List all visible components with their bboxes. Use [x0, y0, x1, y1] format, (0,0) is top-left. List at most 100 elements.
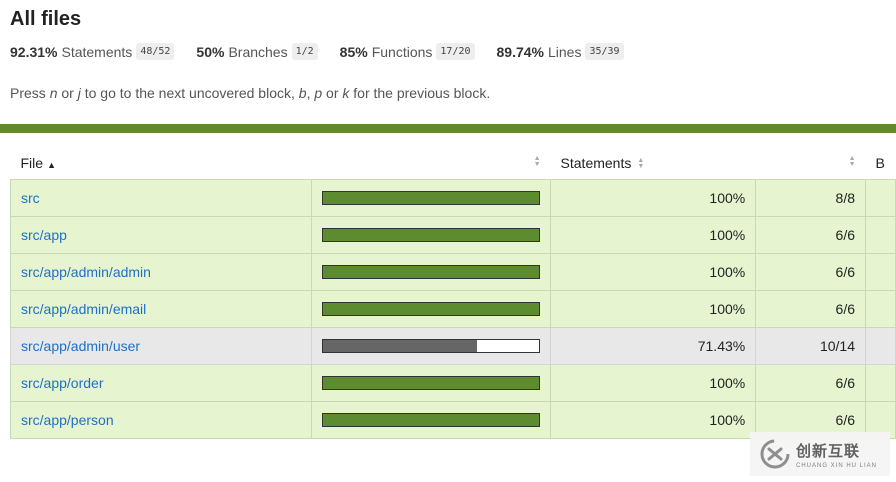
coverage-table: File ▲ ▲ ▼ Statements ▲ ▼ ▲ ▼ B src 100% 8/8 src…	[9, 146, 896, 439]
summary-branches-label: Branches	[228, 43, 288, 60]
watermark-cn: 创新互联	[796, 442, 861, 460]
summary-statements-pct: 92.31%	[10, 43, 58, 60]
summary-lines-fraction: 35/39	[585, 43, 624, 60]
summary-functions-pct: 85%	[339, 43, 368, 60]
sort-ascending-icon: ▲	[47, 159, 56, 170]
hint-text: or	[322, 85, 343, 101]
branches-cell	[865, 364, 896, 402]
column-header-statements[interactable]: Statements ▲ ▼	[551, 146, 756, 180]
column-header-statements-label: Statements	[560, 154, 632, 171]
hint-text: Press	[10, 85, 50, 101]
coverage-bar	[322, 228, 541, 242]
sort-icon: ▲ ▼	[533, 155, 541, 168]
table-row: src/app/order 100% 6/6	[9, 364, 896, 402]
statements-pct-cell: 100%	[550, 290, 757, 328]
table-row: src/app/person 100% 6/6	[9, 401, 896, 439]
statements-fraction-cell: 6/6	[755, 253, 866, 291]
hint-key-j: j	[77, 85, 81, 101]
statements-fraction-cell: 6/6	[755, 364, 866, 402]
file-link[interactable]: src/app/person	[21, 412, 114, 428]
coverage-bar-cell	[311, 216, 552, 254]
summary-functions: 85% Functions 17/20	[340, 43, 475, 60]
sort-icon: ▲ ▼	[848, 155, 856, 168]
hint-key-n: n	[49, 85, 58, 101]
hint-text: ,	[306, 85, 315, 101]
coverage-bar-fill	[323, 303, 540, 315]
summary-statements: 92.31% Statements 48/52	[10, 43, 175, 60]
coverage-bar-fill	[323, 340, 478, 352]
column-header-branches-label: B	[875, 154, 885, 171]
statements-fraction-cell: 6/6	[755, 290, 866, 328]
hint-key-p: p	[314, 85, 323, 101]
file-cell: src/app/admin/email	[9, 290, 313, 328]
summary-branches: 50% Branches 1/2	[196, 43, 318, 60]
column-header-statements-raw[interactable]: ▲ ▼	[756, 146, 866, 180]
table-row: src/app/admin/email 100% 6/6	[9, 290, 896, 328]
column-header-file[interactable]: File ▲	[11, 146, 312, 180]
coverage-bar-fill	[323, 192, 540, 204]
summary-lines-pct: 89.74%	[496, 43, 544, 60]
file-cell: src/app/admin/admin	[9, 253, 313, 291]
file-link[interactable]: src/app/admin/email	[21, 301, 147, 317]
keyboard-hint: Press n or j to go to the next uncovered…	[10, 85, 490, 101]
statements-pct-cell: 100%	[550, 253, 757, 291]
file-link[interactable]: src/app/admin/user	[21, 338, 141, 354]
summary-lines-label: Lines	[548, 43, 582, 60]
watermark: 创新互联 CHUANG XIN HU LIAN	[750, 432, 890, 476]
hint-text: to go to the next uncovered block,	[80, 85, 299, 101]
summary-statements-label: Statements	[61, 43, 133, 60]
coverage-bar-cell	[311, 401, 552, 439]
file-link[interactable]: src	[21, 190, 40, 206]
hint-text: or	[57, 85, 78, 101]
column-header-file-bar[interactable]: ▲ ▼	[312, 146, 551, 180]
coverage-bar-cell	[311, 364, 552, 402]
coverage-bar	[322, 191, 541, 205]
coverage-status-bar	[0, 124, 896, 133]
coverage-bar	[322, 413, 541, 427]
file-cell: src/app/order	[9, 364, 313, 402]
coverage-bar	[322, 339, 541, 353]
file-cell: src	[9, 179, 313, 217]
statements-pct-cell: 71.43%	[550, 327, 757, 365]
table-row: src/app 100% 6/6	[9, 216, 896, 254]
file-link[interactable]: src/app/order	[21, 375, 104, 391]
page-title: All files	[10, 8, 82, 30]
file-cell: src/app	[9, 216, 313, 254]
brand-logo-icon	[760, 439, 790, 469]
coverage-bar-cell	[311, 327, 552, 365]
summary-functions-label: Functions	[371, 43, 433, 60]
coverage-bar	[322, 376, 541, 390]
sort-icon: ▲ ▼	[637, 156, 645, 170]
coverage-bar	[322, 302, 541, 316]
table-row: src 100% 8/8	[9, 179, 896, 217]
statements-pct-cell: 100%	[550, 216, 757, 254]
coverage-bar-fill	[323, 377, 540, 389]
coverage-bar-fill	[323, 266, 540, 278]
hint-key-k: k	[342, 85, 350, 101]
branches-cell	[865, 327, 896, 365]
statements-fraction-cell: 10/14	[755, 327, 866, 365]
file-link[interactable]: src/app/admin/admin	[21, 264, 151, 280]
summary-branches-pct: 50%	[196, 43, 225, 60]
watermark-text: 创新互联 CHUANG XIN HU LIAN	[796, 440, 877, 469]
file-link[interactable]: src/app	[21, 227, 67, 243]
summary-functions-fraction: 17/20	[436, 43, 475, 60]
column-header-file-label: File	[20, 154, 44, 171]
coverage-bar	[322, 265, 541, 279]
file-cell: src/app/admin/user	[9, 327, 313, 365]
branches-cell	[865, 290, 896, 328]
coverage-bar-cell	[311, 253, 552, 291]
hint-text: for the previous block.	[349, 85, 491, 101]
coverage-bar-fill	[323, 229, 540, 241]
table-row: src/app/admin/user 71.43% 10/14	[9, 327, 896, 365]
table-header-row: File ▲ ▲ ▼ Statements ▲ ▼ ▲ ▼ B	[11, 146, 896, 180]
summary-lines: 89.74% Lines 35/39	[497, 43, 624, 60]
column-header-branches[interactable]: B	[866, 146, 896, 180]
coverage-table-body: src 100% 8/8 src/app 100% 6/6 src/app/admin/ad…	[9, 179, 896, 439]
branches-cell	[865, 253, 896, 291]
coverage-summary: 92.31% Statements 48/52 50% Branches 1/2…	[10, 43, 646, 60]
branches-cell	[865, 179, 896, 217]
branches-cell	[865, 216, 896, 254]
statements-pct-cell: 100%	[550, 364, 757, 402]
coverage-bar-cell	[311, 290, 552, 328]
